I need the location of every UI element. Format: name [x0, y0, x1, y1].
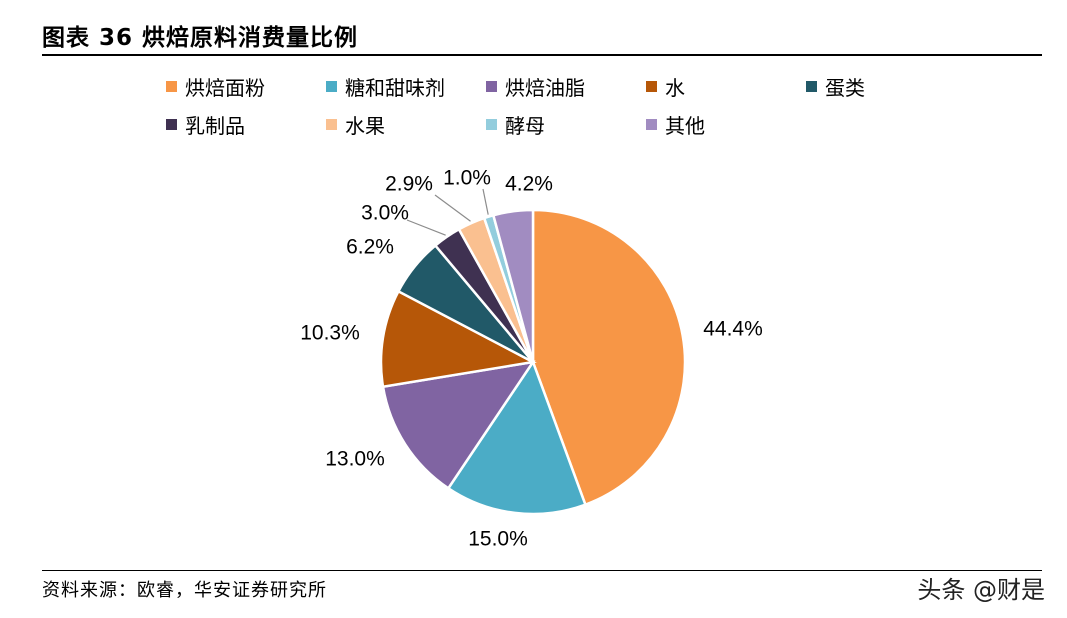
legend-swatch	[646, 119, 657, 130]
data-label: 3.0%	[361, 202, 409, 225]
legend-label: 糖和甜味剂	[345, 76, 445, 100]
legend-swatch	[486, 119, 497, 130]
legend-label: 蛋类	[825, 76, 865, 100]
legend-swatch	[326, 81, 337, 92]
data-label: 10.3%	[300, 322, 360, 345]
legend-item: 蛋类	[806, 72, 865, 101]
legend-item: 烘焙油脂	[486, 72, 585, 101]
legend-label: 水	[665, 76, 685, 100]
pie-slice	[381, 360, 536, 490]
legend-item: 水果	[326, 110, 385, 139]
data-label: 6.2%	[346, 236, 394, 259]
legend-item: 糖和甜味剂	[326, 72, 445, 101]
data-label: 44.4%	[703, 318, 763, 341]
legend-label: 其他	[665, 114, 705, 138]
legend-swatch	[166, 119, 177, 130]
chart-title: 图表 36 烘焙原料消费量比例	[42, 25, 359, 51]
leader-line	[406, 219, 446, 236]
data-label: 2.9%	[385, 173, 433, 196]
watermark: 头条 @财是	[917, 576, 1045, 604]
legend-label: 水果	[345, 114, 385, 138]
legend-item: 酵母	[486, 110, 545, 139]
legend-item: 其他	[646, 110, 705, 139]
legend-item: 乳制品	[166, 110, 245, 139]
data-label: 4.2%	[505, 173, 553, 196]
legend-item: 烘焙面粉	[166, 72, 265, 101]
leader-line	[434, 194, 471, 222]
legend-swatch	[646, 81, 657, 92]
legend-label: 乳制品	[185, 114, 245, 138]
legend-swatch	[486, 81, 497, 92]
pie-slice	[531, 208, 687, 507]
pie-slice	[379, 289, 537, 389]
pie-slice	[491, 208, 535, 363]
pie-slice	[446, 359, 587, 516]
source-divider	[42, 570, 1042, 571]
source-note: 资料来源：欧睿，华安证券研究所	[42, 580, 327, 601]
legend-swatch	[166, 81, 177, 92]
legend-label: 酵母	[505, 114, 545, 138]
legend-item: 水	[646, 72, 685, 101]
data-label: 13.0%	[325, 448, 385, 471]
legend-label: 烘焙面粉	[185, 76, 265, 100]
legend-swatch	[326, 119, 337, 130]
legend-label: 烘焙油脂	[505, 76, 585, 100]
legend-swatch	[806, 81, 817, 92]
title-divider	[42, 54, 1042, 56]
data-label: 15.0%	[468, 528, 528, 551]
data-label: 1.0%	[443, 167, 491, 190]
leader-line	[482, 188, 489, 215]
